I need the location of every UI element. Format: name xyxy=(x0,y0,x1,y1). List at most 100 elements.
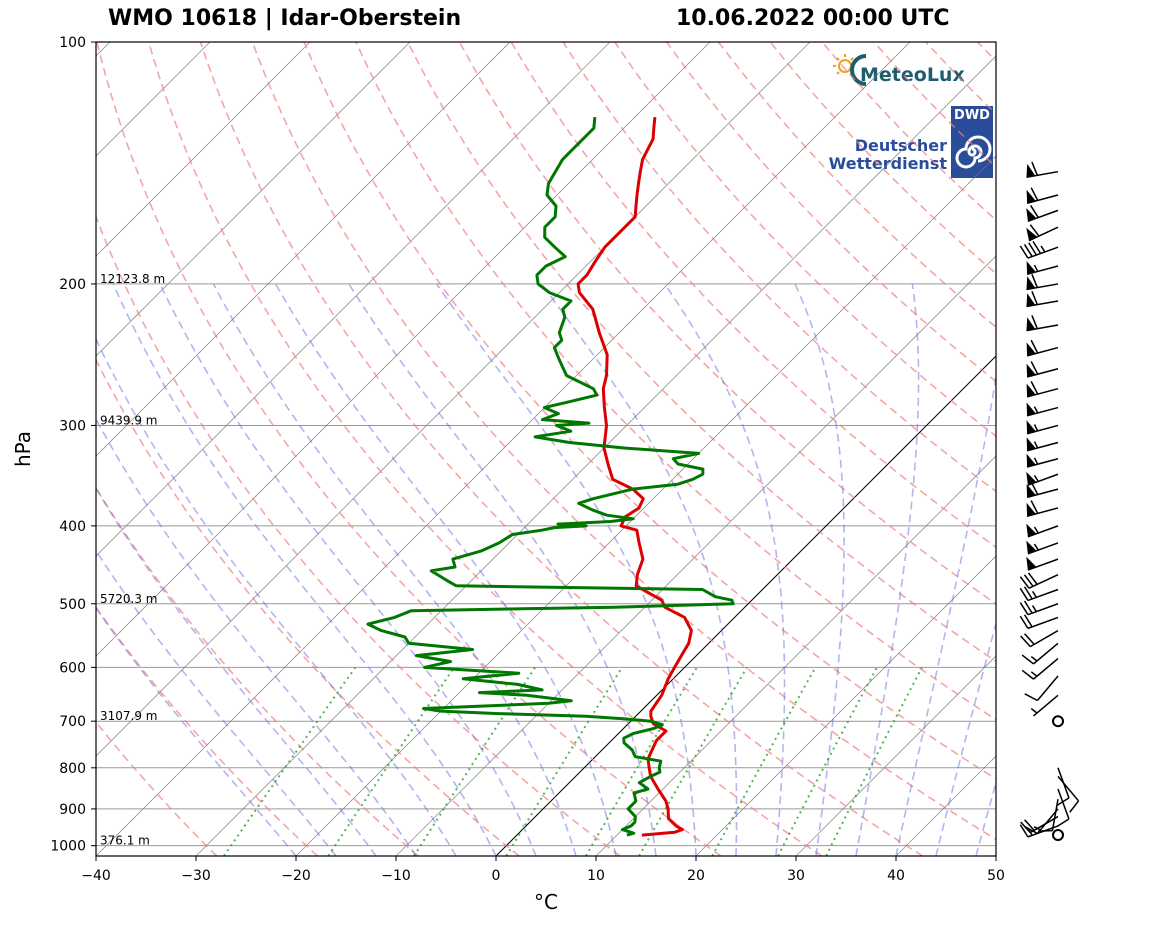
wind-barb-flag xyxy=(1026,163,1036,178)
wind-barb-flag xyxy=(1026,261,1036,275)
wind-barb-flag xyxy=(1026,453,1036,467)
wind-barb-staff xyxy=(1026,507,1059,517)
dry-adiabat-line xyxy=(96,720,218,856)
isotherm-line xyxy=(96,42,811,757)
dry-adiabat-line xyxy=(717,42,996,329)
wind-barb-full xyxy=(1024,819,1035,831)
mixing-ratio-line xyxy=(711,666,817,856)
wind-barb-full xyxy=(1019,615,1029,629)
dry-adiabat-line xyxy=(614,42,996,438)
moist-adiabat-line xyxy=(794,283,845,856)
isotherm-line xyxy=(96,42,611,557)
wind-barb-full xyxy=(1023,600,1033,614)
wind-barb xyxy=(1057,775,1080,813)
wind-barb-full xyxy=(1020,635,1031,648)
wind-barb xyxy=(1038,798,1059,832)
height-label: 12123.8 m xyxy=(100,272,165,286)
wind-barb-flag xyxy=(1026,276,1036,290)
wind-barb-full xyxy=(1056,818,1070,828)
wind-barb-staff xyxy=(1028,573,1059,589)
x-tick-label: 30 xyxy=(787,868,805,884)
x-tick-label: 20 xyxy=(687,868,705,884)
wind-barb-half xyxy=(1030,671,1038,677)
wind-barb-staff xyxy=(1033,657,1059,680)
wind-barb xyxy=(1026,402,1059,417)
dry-adiabat-line xyxy=(873,42,996,168)
dry-adiabat-line xyxy=(821,42,996,222)
moist-adiabat-line xyxy=(895,371,996,856)
wind-barb-staff xyxy=(1051,798,1059,831)
y-tick-label: 900 xyxy=(59,802,86,818)
wind-barb-flag xyxy=(1026,556,1037,571)
meteolux-logo: MeteoLux xyxy=(830,46,995,98)
wind-barb-staff xyxy=(1036,808,1059,834)
wind-barb xyxy=(1020,629,1059,648)
wind-barb-half xyxy=(1031,590,1038,598)
wind-barb-flag xyxy=(1026,471,1037,486)
wind-barb-flag xyxy=(1026,502,1036,517)
dry-adiabat-line xyxy=(355,42,996,721)
wind-barb xyxy=(1026,523,1059,538)
moist-adiabat-line xyxy=(935,620,996,856)
dry-adiabat-line xyxy=(406,42,996,663)
wind-barb-flag xyxy=(1026,189,1036,204)
dry-adiabat-line xyxy=(199,42,924,856)
wind-barb xyxy=(1026,420,1059,435)
wind-barb-full xyxy=(1031,274,1039,288)
isotherm-line xyxy=(0,42,10,856)
wind-barb-staff xyxy=(1027,246,1059,259)
moist-adiabat-line xyxy=(96,337,457,856)
wind-barb-staff xyxy=(1029,629,1059,648)
wind-barb-half xyxy=(1033,825,1041,831)
wind-barb xyxy=(1026,161,1059,178)
dry-adiabat-line xyxy=(303,42,996,780)
wind-barb xyxy=(1056,788,1070,828)
height-label: 9439.9 m xyxy=(100,413,158,427)
wind-barb-full xyxy=(1030,339,1039,354)
wind-barb-flag xyxy=(1026,342,1036,356)
wind-barb-full xyxy=(1019,587,1029,601)
wind-barb-staff xyxy=(1033,642,1059,665)
wind-barb-flag xyxy=(1026,420,1036,434)
meteolux-logo-text: MeteoLux xyxy=(860,64,965,86)
calm-wind-circle xyxy=(1052,715,1064,728)
isotherm-line xyxy=(595,455,996,856)
wind-barb xyxy=(1026,556,1059,571)
wind-barb-flag xyxy=(1026,293,1036,307)
wind-barb-flag xyxy=(1026,523,1037,537)
wind-barb xyxy=(1026,261,1059,276)
wind-barb xyxy=(1026,381,1059,398)
wind-barb-staff xyxy=(1027,525,1059,538)
x-tick-label: −10 xyxy=(381,868,411,884)
isotherm-line xyxy=(695,555,996,856)
y-tick-label: 400 xyxy=(59,519,86,535)
wind-barb-half xyxy=(1033,406,1039,414)
moist-adiabat-line xyxy=(159,283,537,856)
dry-adiabat-line xyxy=(1081,42,1160,856)
x-tick-label: 10 xyxy=(587,868,605,884)
wind-barb-half xyxy=(1033,526,1039,534)
dry-adiabat-line xyxy=(458,42,996,605)
wind-barb-full xyxy=(1019,602,1029,616)
wind-barb xyxy=(1019,600,1059,616)
wind-barb xyxy=(1026,500,1059,517)
x-tick-label: −30 xyxy=(181,868,211,884)
wind-barb-staff xyxy=(1026,194,1059,204)
wind-barb-staff xyxy=(1036,675,1059,702)
wind-barb-half xyxy=(1033,457,1039,465)
chart-title-datetime: 10.06.2022 00:00 UTC xyxy=(676,6,950,31)
wind-barb-full xyxy=(1030,500,1039,514)
wind-barb xyxy=(1026,291,1059,308)
y-tick-label: 100 xyxy=(59,35,86,51)
moist-adiabat-line xyxy=(96,417,417,856)
dry-adiabat-line xyxy=(147,42,823,856)
wind-barb-full xyxy=(1019,824,1029,838)
isotherm-line xyxy=(96,42,511,457)
moist-adiabat-line xyxy=(975,779,996,856)
wind-barb-flag xyxy=(1026,363,1036,377)
wind-barb-full xyxy=(1023,574,1034,587)
wind-barb-half xyxy=(1033,264,1039,272)
wind-barb-full xyxy=(1056,797,1070,807)
wind-barb-staff xyxy=(1057,788,1070,820)
wind-barb-full xyxy=(1024,633,1035,645)
